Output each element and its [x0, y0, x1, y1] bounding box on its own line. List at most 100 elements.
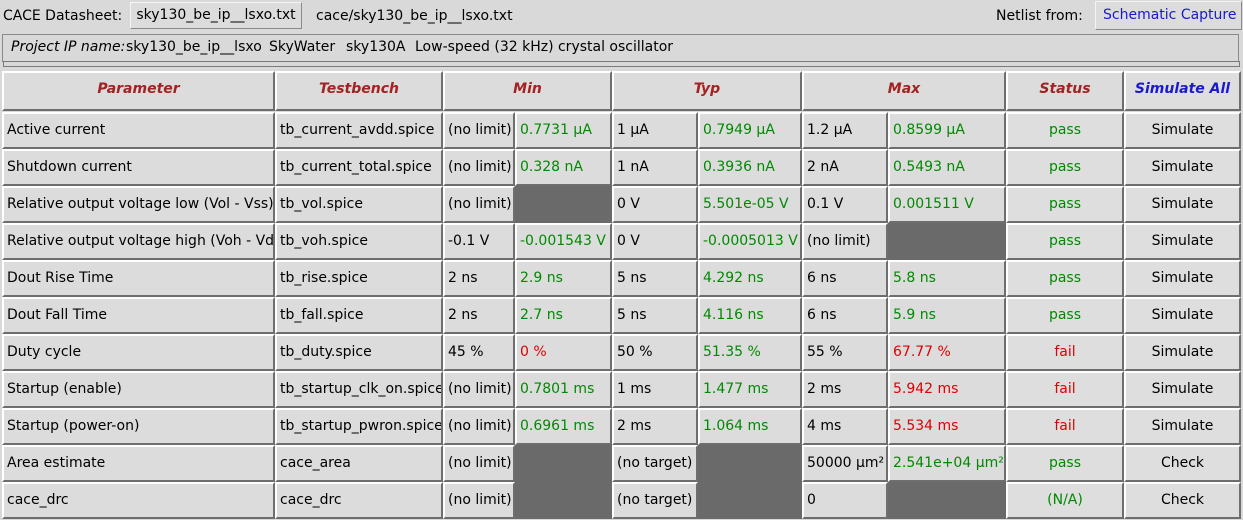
typ-spec: 5 ns [612, 297, 698, 334]
min-value-empty [515, 482, 612, 519]
typ-spec: (no target) [612, 445, 698, 482]
parameter-name: Relative output voltage high (Voh - Vdd) [2, 223, 275, 260]
max-value: 5.9 ns [888, 297, 1006, 334]
max-spec: 2 nA [802, 149, 888, 186]
typ-spec: 50 % [612, 334, 698, 371]
min-value: 0.7801 ms [515, 371, 612, 408]
max-spec: 6 ns [802, 297, 888, 334]
parameter-name: Dout Fall Time [2, 297, 275, 334]
min-value-empty [515, 186, 612, 223]
netlist-label: Netlist from: [996, 8, 1083, 24]
simulate-button[interactable]: Simulate [1124, 297, 1241, 334]
project-foundry: SkyWater [269, 39, 336, 55]
max-spec: 1.2 µA [802, 112, 888, 149]
typ-value: 0.3936 nA [698, 149, 802, 186]
max-spec: (no limit) [802, 223, 888, 260]
min-spec: (no limit) [443, 186, 515, 223]
parameter-name: Relative output voltage low (Vol - Vss) [2, 186, 275, 223]
header-parameter: Parameter [2, 71, 275, 111]
check-button[interactable]: Check [1124, 445, 1241, 482]
min-spec: 45 % [443, 334, 515, 371]
min-spec: (no limit) [443, 112, 515, 149]
simulate-button[interactable]: Simulate [1124, 186, 1241, 223]
testbench-name: tb_startup_clk_on.spice [275, 371, 443, 408]
status-badge[interactable]: fail [1006, 408, 1124, 445]
header-max: Max [802, 71, 1006, 111]
parameter-name: Shutdown current [2, 149, 275, 186]
status-badge[interactable]: (N/A) [1006, 482, 1124, 519]
min-spec: 2 ns [443, 297, 515, 334]
max-spec: 4 ms [802, 408, 888, 445]
simulate-button[interactable]: Simulate [1124, 223, 1241, 260]
min-value: 0 % [515, 334, 612, 371]
min-value: 0.7731 µA [515, 112, 612, 149]
check-button[interactable]: Check [1124, 482, 1241, 519]
simulate-all-button[interactable]: Simulate All [1124, 71, 1241, 111]
typ-spec: (no target) [612, 482, 698, 519]
min-spec: -0.1 V [443, 223, 515, 260]
min-value: -0.001543 V [515, 223, 612, 260]
typ-spec: 1 nA [612, 149, 698, 186]
status-badge[interactable]: pass [1006, 445, 1124, 482]
project-description: Low-speed (32 kHz) crystal oscillator [415, 39, 674, 55]
max-value: 5.534 ms [888, 408, 1006, 445]
project-node: sky130A [346, 39, 406, 55]
parameter-name: Startup (power-on) [2, 408, 275, 445]
max-spec: 50000 µm² [802, 445, 888, 482]
status-badge[interactable]: pass [1006, 297, 1124, 334]
min-value: 0.6961 ms [515, 408, 612, 445]
simulate-button[interactable]: Simulate [1124, 260, 1241, 297]
project-info: Project IP name: sky130_be_ip__lsxo SkyW… [2, 34, 1239, 62]
typ-value: 4.116 ns [698, 297, 802, 334]
min-spec: (no limit) [443, 371, 515, 408]
typ-spec: 0 V [612, 223, 698, 260]
typ-spec: 1 µA [612, 112, 698, 149]
max-spec: 0.1 V [802, 186, 888, 223]
testbench-name: cace_area [275, 445, 443, 482]
testbench-name: tb_current_avdd.spice [275, 112, 443, 149]
min-value-empty [515, 445, 612, 482]
parameter-name: Startup (enable) [2, 371, 275, 408]
datasheet-path: cace/sky130_be_ip__lsxo.txt [316, 8, 513, 24]
typ-spec: 5 ns [612, 260, 698, 297]
status-badge[interactable]: pass [1006, 186, 1124, 223]
typ-spec: 2 ms [612, 408, 698, 445]
datasheet-label: CACE Datasheet: [3, 8, 123, 24]
typ-value: 1.477 ms [698, 371, 802, 408]
parameter-name: cace_drc [2, 482, 275, 519]
typ-value-empty [698, 482, 802, 519]
header-min: Min [443, 71, 612, 111]
status-badge[interactable]: fail [1006, 334, 1124, 371]
max-value: 0.8599 µA [888, 112, 1006, 149]
testbench-name: tb_voh.spice [275, 223, 443, 260]
status-badge[interactable]: pass [1006, 112, 1124, 149]
simulate-button[interactable]: Simulate [1124, 334, 1241, 371]
status-badge[interactable]: pass [1006, 223, 1124, 260]
testbench-name: tb_startup_pwron.spice [275, 408, 443, 445]
status-badge[interactable]: pass [1006, 149, 1124, 186]
simulate-button[interactable]: Simulate [1124, 149, 1241, 186]
simulate-button[interactable]: Simulate [1124, 371, 1241, 408]
typ-spec: 0 V [612, 186, 698, 223]
testbench-name: cace_drc [275, 482, 443, 519]
max-value: 2.541e+04 µm² [888, 445, 1006, 482]
min-value: 2.9 ns [515, 260, 612, 297]
max-value: 67.77 % [888, 334, 1006, 371]
project-name: sky130_be_ip__lsxo [126, 39, 262, 55]
simulate-button[interactable]: Simulate [1124, 112, 1241, 149]
max-value: 0.5493 nA [888, 149, 1006, 186]
status-badge[interactable]: fail [1006, 371, 1124, 408]
testbench-name: tb_duty.spice [275, 334, 443, 371]
status-badge[interactable]: pass [1006, 260, 1124, 297]
datasheet-file-button[interactable]: sky130_be_ip__lsxo.txt [130, 2, 302, 29]
max-spec: 0 [802, 482, 888, 519]
netlist-source-select[interactable]: Schematic Capture [1095, 1, 1242, 30]
parameter-name: Area estimate [2, 445, 275, 482]
header-typ: Typ [612, 71, 802, 111]
min-value: 0.328 nA [515, 149, 612, 186]
simulate-button[interactable]: Simulate [1124, 408, 1241, 445]
typ-value: 4.292 ns [698, 260, 802, 297]
testbench-name: tb_fall.spice [275, 297, 443, 334]
parameter-name: Dout Rise Time [2, 260, 275, 297]
min-spec: (no limit) [443, 445, 515, 482]
